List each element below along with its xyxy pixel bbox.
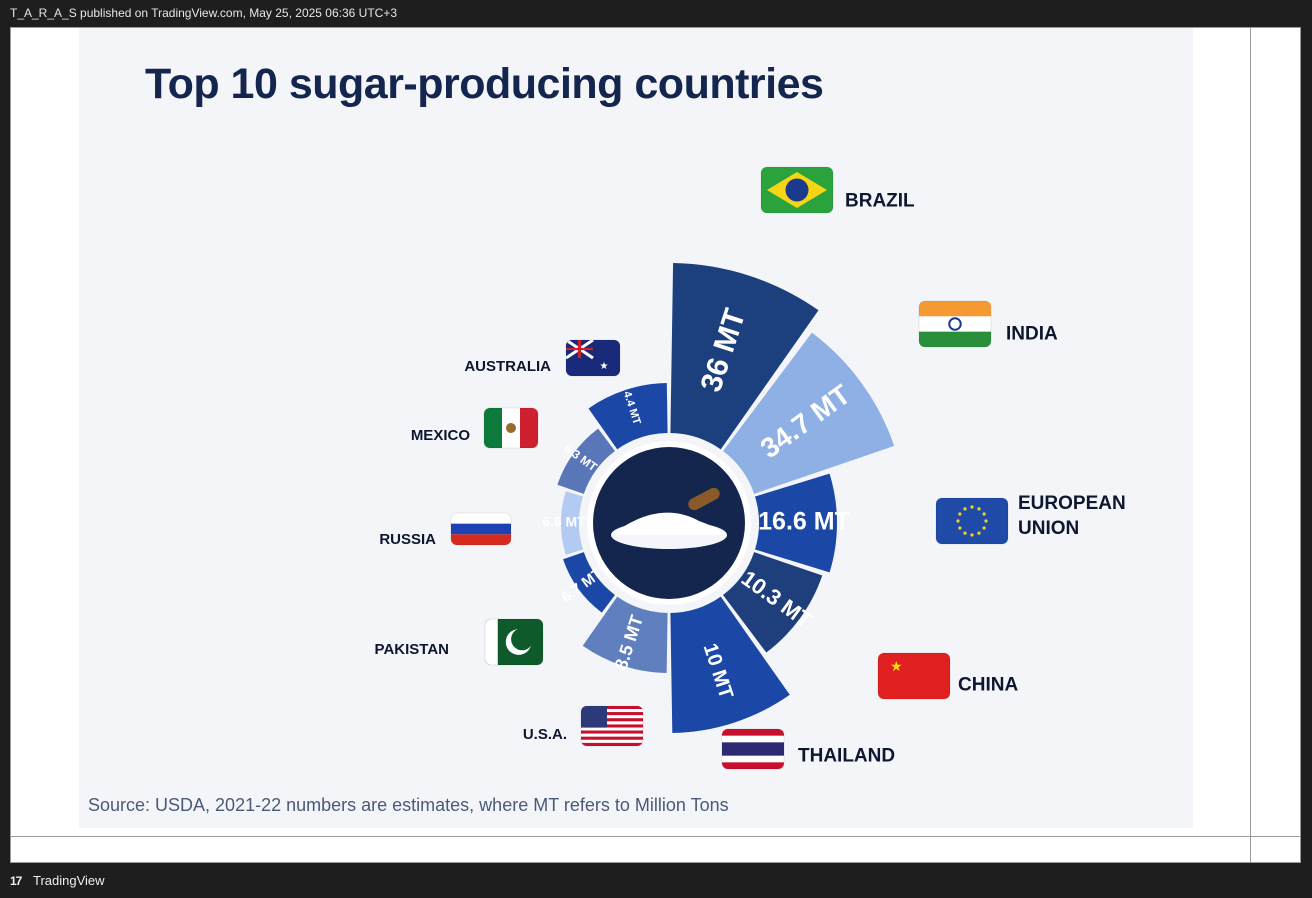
value-label: 16.6 MT: [758, 508, 850, 536]
svg-text:★: ★: [599, 361, 608, 372]
brazil-flag: [760, 166, 834, 214]
time-scale-divider: [11, 836, 1301, 837]
eu-flag: [935, 497, 1009, 545]
mexico-flag: [483, 407, 539, 449]
country-label: EUROPEAN: [1018, 493, 1126, 514]
country-label: PAKISTAN: [375, 641, 449, 658]
india-flag: [918, 300, 992, 348]
svg-text:★: ★: [890, 658, 903, 674]
russia-flag: [450, 512, 512, 546]
value-label: 6.6 MT: [542, 514, 586, 530]
slice-russia: [561, 491, 583, 555]
slice-mexico: [557, 428, 615, 494]
country-label: INDIA: [1006, 323, 1058, 344]
pakistan-flag: [484, 618, 544, 666]
slice-brazil: [670, 263, 819, 450]
country-label: RUSSIA: [379, 531, 436, 548]
slice-european-union: [755, 473, 838, 573]
country-label: UNION: [1018, 518, 1079, 539]
slice-thailand: [670, 596, 790, 733]
tradingview-logo-icon[interactable]: 17: [10, 874, 22, 888]
chart-title: Top 10 sugar-producing countries: [145, 60, 824, 108]
source-note: Source: USDA, 2021-22 numbers are estima…: [88, 795, 729, 815]
country-label: THAILAND: [798, 745, 895, 766]
sugar-pile-icon: [611, 487, 727, 549]
slice-pakistan: [563, 552, 615, 613]
slice-australia: [588, 383, 668, 450]
chart-frame: Top 10 sugar-producing countries Source:…: [10, 27, 1301, 863]
country-label: CHINA: [958, 674, 1018, 695]
slice-india: [723, 332, 895, 494]
slice-u-s-a-: [582, 596, 668, 673]
country-label: U.S.A.: [523, 726, 567, 743]
slice-china: [723, 552, 823, 653]
tradingview-brand[interactable]: TradingView: [33, 873, 105, 888]
price-scale-divider: [1250, 28, 1251, 863]
country-label: MEXICO: [411, 427, 471, 444]
footer-bar: 17 TradingView: [0, 863, 1312, 898]
published-info: T_A_R_A_S published on TradingView.com, …: [10, 6, 398, 20]
usa-flag: [580, 705, 644, 747]
australia-flag: ★: [565, 339, 621, 377]
country-label: AUSTRALIA: [464, 358, 551, 375]
country-label: BRAZIL: [845, 190, 915, 211]
thailand-flag: [721, 728, 785, 770]
china-flag: ★: [877, 652, 951, 700]
